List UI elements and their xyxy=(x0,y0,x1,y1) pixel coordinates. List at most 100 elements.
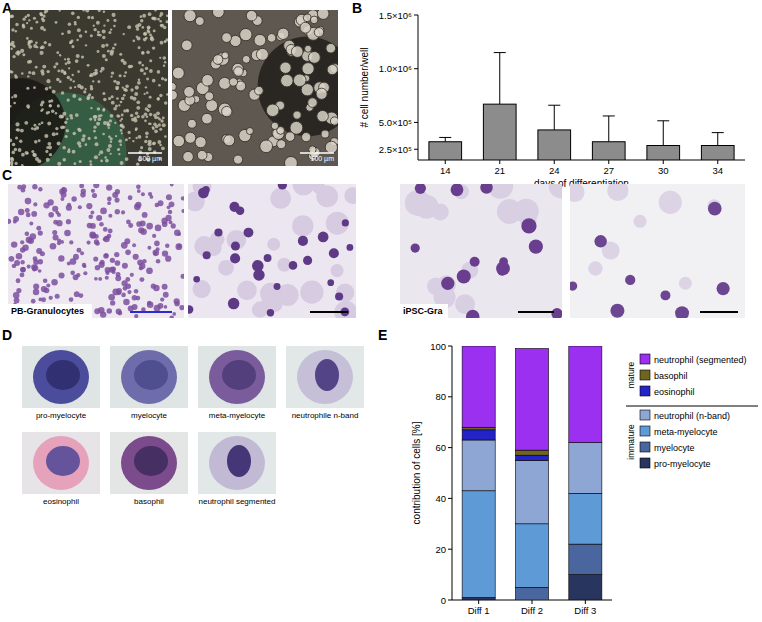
cell-blob xyxy=(153,285,160,292)
cell-blob xyxy=(110,114,114,118)
cell-blob xyxy=(11,96,13,98)
cell-blob xyxy=(12,143,15,146)
error-bar-cap xyxy=(439,137,451,138)
figure: A500 µm100 µmB2.5×10⁵5.0×10⁵1.0×10⁶1.5×1… xyxy=(0,0,762,622)
cell-blob xyxy=(97,33,100,36)
cell-blob xyxy=(83,271,87,275)
cell-blob xyxy=(133,254,139,260)
cell-blob xyxy=(103,98,106,101)
cell-blob xyxy=(570,281,577,290)
cell-blob xyxy=(224,135,235,146)
cell-blob xyxy=(46,70,49,73)
cell-blob xyxy=(266,104,279,117)
cell-blob xyxy=(336,283,354,301)
cell-blob xyxy=(156,111,160,115)
cell-blob xyxy=(153,29,156,32)
cell-blob xyxy=(21,72,24,75)
cell-blob xyxy=(65,62,68,65)
cell-blob xyxy=(141,51,144,54)
bar xyxy=(483,104,516,160)
cell-blob xyxy=(71,12,75,16)
cell-blob xyxy=(78,128,82,132)
cell-blob xyxy=(116,288,122,294)
cell-blob xyxy=(32,265,38,271)
cell-blob xyxy=(102,133,105,136)
cell-blob xyxy=(33,202,37,206)
cell-picture xyxy=(110,346,188,408)
cell-blob xyxy=(159,94,162,97)
cell-blob xyxy=(97,31,100,34)
cell-blob xyxy=(185,132,196,143)
cell-blob xyxy=(57,70,60,73)
cell-blob xyxy=(33,44,37,48)
cell-blob xyxy=(28,71,31,74)
cell-blob xyxy=(107,234,112,239)
cell-blob xyxy=(35,41,38,44)
cell-blob xyxy=(57,162,61,166)
cell-blob xyxy=(634,215,647,228)
cell-blob xyxy=(94,277,98,281)
cell-picture xyxy=(22,346,100,408)
cell-blob xyxy=(141,51,145,55)
cell-blob xyxy=(120,129,123,132)
cell-blob xyxy=(181,40,192,51)
error-bar-cap xyxy=(712,132,724,133)
cell-blob xyxy=(121,132,123,134)
cell-blob xyxy=(25,231,30,236)
cell-blob xyxy=(154,10,156,11)
cell-body xyxy=(33,350,89,404)
cell-blob xyxy=(33,153,37,157)
cell-blob xyxy=(19,272,24,277)
cell-blob xyxy=(335,292,343,300)
cell-blob xyxy=(264,254,272,262)
cell-blob xyxy=(44,10,48,13)
cell-blob xyxy=(109,119,112,122)
x-tick xyxy=(445,160,446,164)
scale-bar-label: 100 µm xyxy=(311,155,335,163)
x-tick-label: 14 xyxy=(440,165,451,176)
cell-blob xyxy=(103,121,107,125)
cell-blob xyxy=(56,78,60,82)
cell-blob xyxy=(124,71,127,74)
cell-blob xyxy=(166,194,172,200)
cell-blob xyxy=(25,151,29,155)
cell-blob xyxy=(457,269,471,283)
cell-blob xyxy=(125,138,128,141)
cell-blob xyxy=(240,28,252,40)
cell-picture xyxy=(286,346,364,408)
cell-blob xyxy=(136,106,140,110)
cell-blob xyxy=(96,122,100,126)
cell-blob xyxy=(291,46,303,58)
cell-blob xyxy=(109,153,111,155)
cell-blob xyxy=(64,230,71,237)
cell-blob xyxy=(96,21,100,25)
cell-blob xyxy=(137,36,141,40)
cell-blob xyxy=(66,219,71,224)
cell-blob xyxy=(126,220,131,225)
cell-blob xyxy=(47,142,51,146)
cell-blob xyxy=(132,295,138,301)
cell-blob xyxy=(149,113,153,117)
cell-blob xyxy=(20,240,24,244)
cell-blob xyxy=(126,109,129,112)
cell-label: pro-myelocyte xyxy=(36,411,87,420)
cell-blob xyxy=(91,96,94,99)
cell-blob xyxy=(73,254,79,260)
cell-blob xyxy=(69,297,74,302)
x-tick-label: 24 xyxy=(549,165,560,176)
cell-blob xyxy=(594,235,607,248)
cell-body xyxy=(121,350,177,404)
cell-blob xyxy=(90,107,92,109)
cell-blob xyxy=(38,298,42,302)
cell-blob xyxy=(125,250,131,256)
cell-blob xyxy=(78,144,81,147)
cell-blob xyxy=(156,247,160,251)
cell-blob xyxy=(154,241,160,247)
cell-blob xyxy=(120,144,122,146)
cell-body xyxy=(209,350,265,404)
cell-blob xyxy=(118,104,120,106)
cell-blob xyxy=(52,90,56,94)
cell-blob xyxy=(115,209,120,214)
cell-blob xyxy=(22,53,25,56)
cell-blob xyxy=(132,97,136,101)
